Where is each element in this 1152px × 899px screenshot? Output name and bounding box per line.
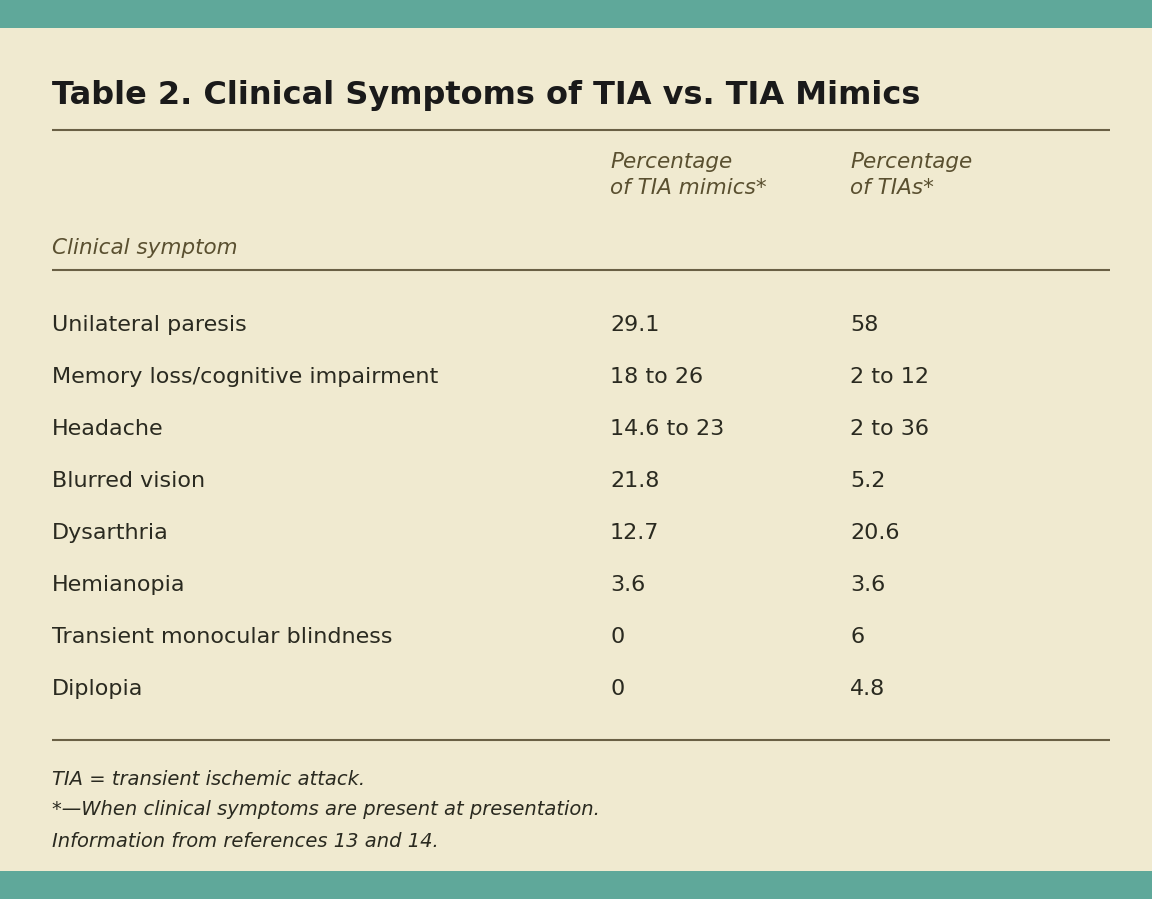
Text: 3.6: 3.6 [611, 575, 645, 595]
Text: 6: 6 [850, 627, 864, 647]
Text: Percentage
of TIA mimics*: Percentage of TIA mimics* [611, 152, 766, 198]
Text: Clinical symptom: Clinical symptom [52, 238, 237, 258]
Text: Transient monocular blindness: Transient monocular blindness [52, 627, 393, 647]
Text: 3.6: 3.6 [850, 575, 885, 595]
Text: 5.2: 5.2 [850, 471, 886, 491]
Text: 4.8: 4.8 [850, 679, 885, 699]
Text: Information from references 13 and 14.: Information from references 13 and 14. [52, 832, 439, 851]
Text: 0: 0 [611, 627, 624, 647]
Text: Blurred vision: Blurred vision [52, 471, 205, 491]
Text: Unilateral paresis: Unilateral paresis [52, 315, 247, 335]
FancyBboxPatch shape [0, 0, 1152, 28]
Text: 29.1: 29.1 [611, 315, 659, 335]
Text: 2 to 12: 2 to 12 [850, 367, 929, 387]
Text: 18 to 26: 18 to 26 [611, 367, 703, 387]
Text: 58: 58 [850, 315, 878, 335]
Text: 14.6 to 23: 14.6 to 23 [611, 419, 725, 439]
Text: Headache: Headache [52, 419, 164, 439]
Text: 0: 0 [611, 679, 624, 699]
Text: 2 to 36: 2 to 36 [850, 419, 929, 439]
Text: Table 2. Clinical Symptoms of TIA vs. TIA Mimics: Table 2. Clinical Symptoms of TIA vs. TI… [52, 80, 920, 111]
Text: Memory loss/cognitive impairment: Memory loss/cognitive impairment [52, 367, 438, 387]
Text: 21.8: 21.8 [611, 471, 659, 491]
Text: Dysarthria: Dysarthria [52, 523, 168, 543]
Text: 12.7: 12.7 [611, 523, 659, 543]
FancyBboxPatch shape [0, 871, 1152, 899]
Text: Hemianopia: Hemianopia [52, 575, 185, 595]
Text: Percentage
of TIAs*: Percentage of TIAs* [850, 152, 972, 198]
Text: *—When clinical symptoms are present at presentation.: *—When clinical symptoms are present at … [52, 800, 600, 819]
Text: Diplopia: Diplopia [52, 679, 143, 699]
Text: 20.6: 20.6 [850, 523, 900, 543]
Text: TIA = transient ischemic attack.: TIA = transient ischemic attack. [52, 770, 365, 789]
